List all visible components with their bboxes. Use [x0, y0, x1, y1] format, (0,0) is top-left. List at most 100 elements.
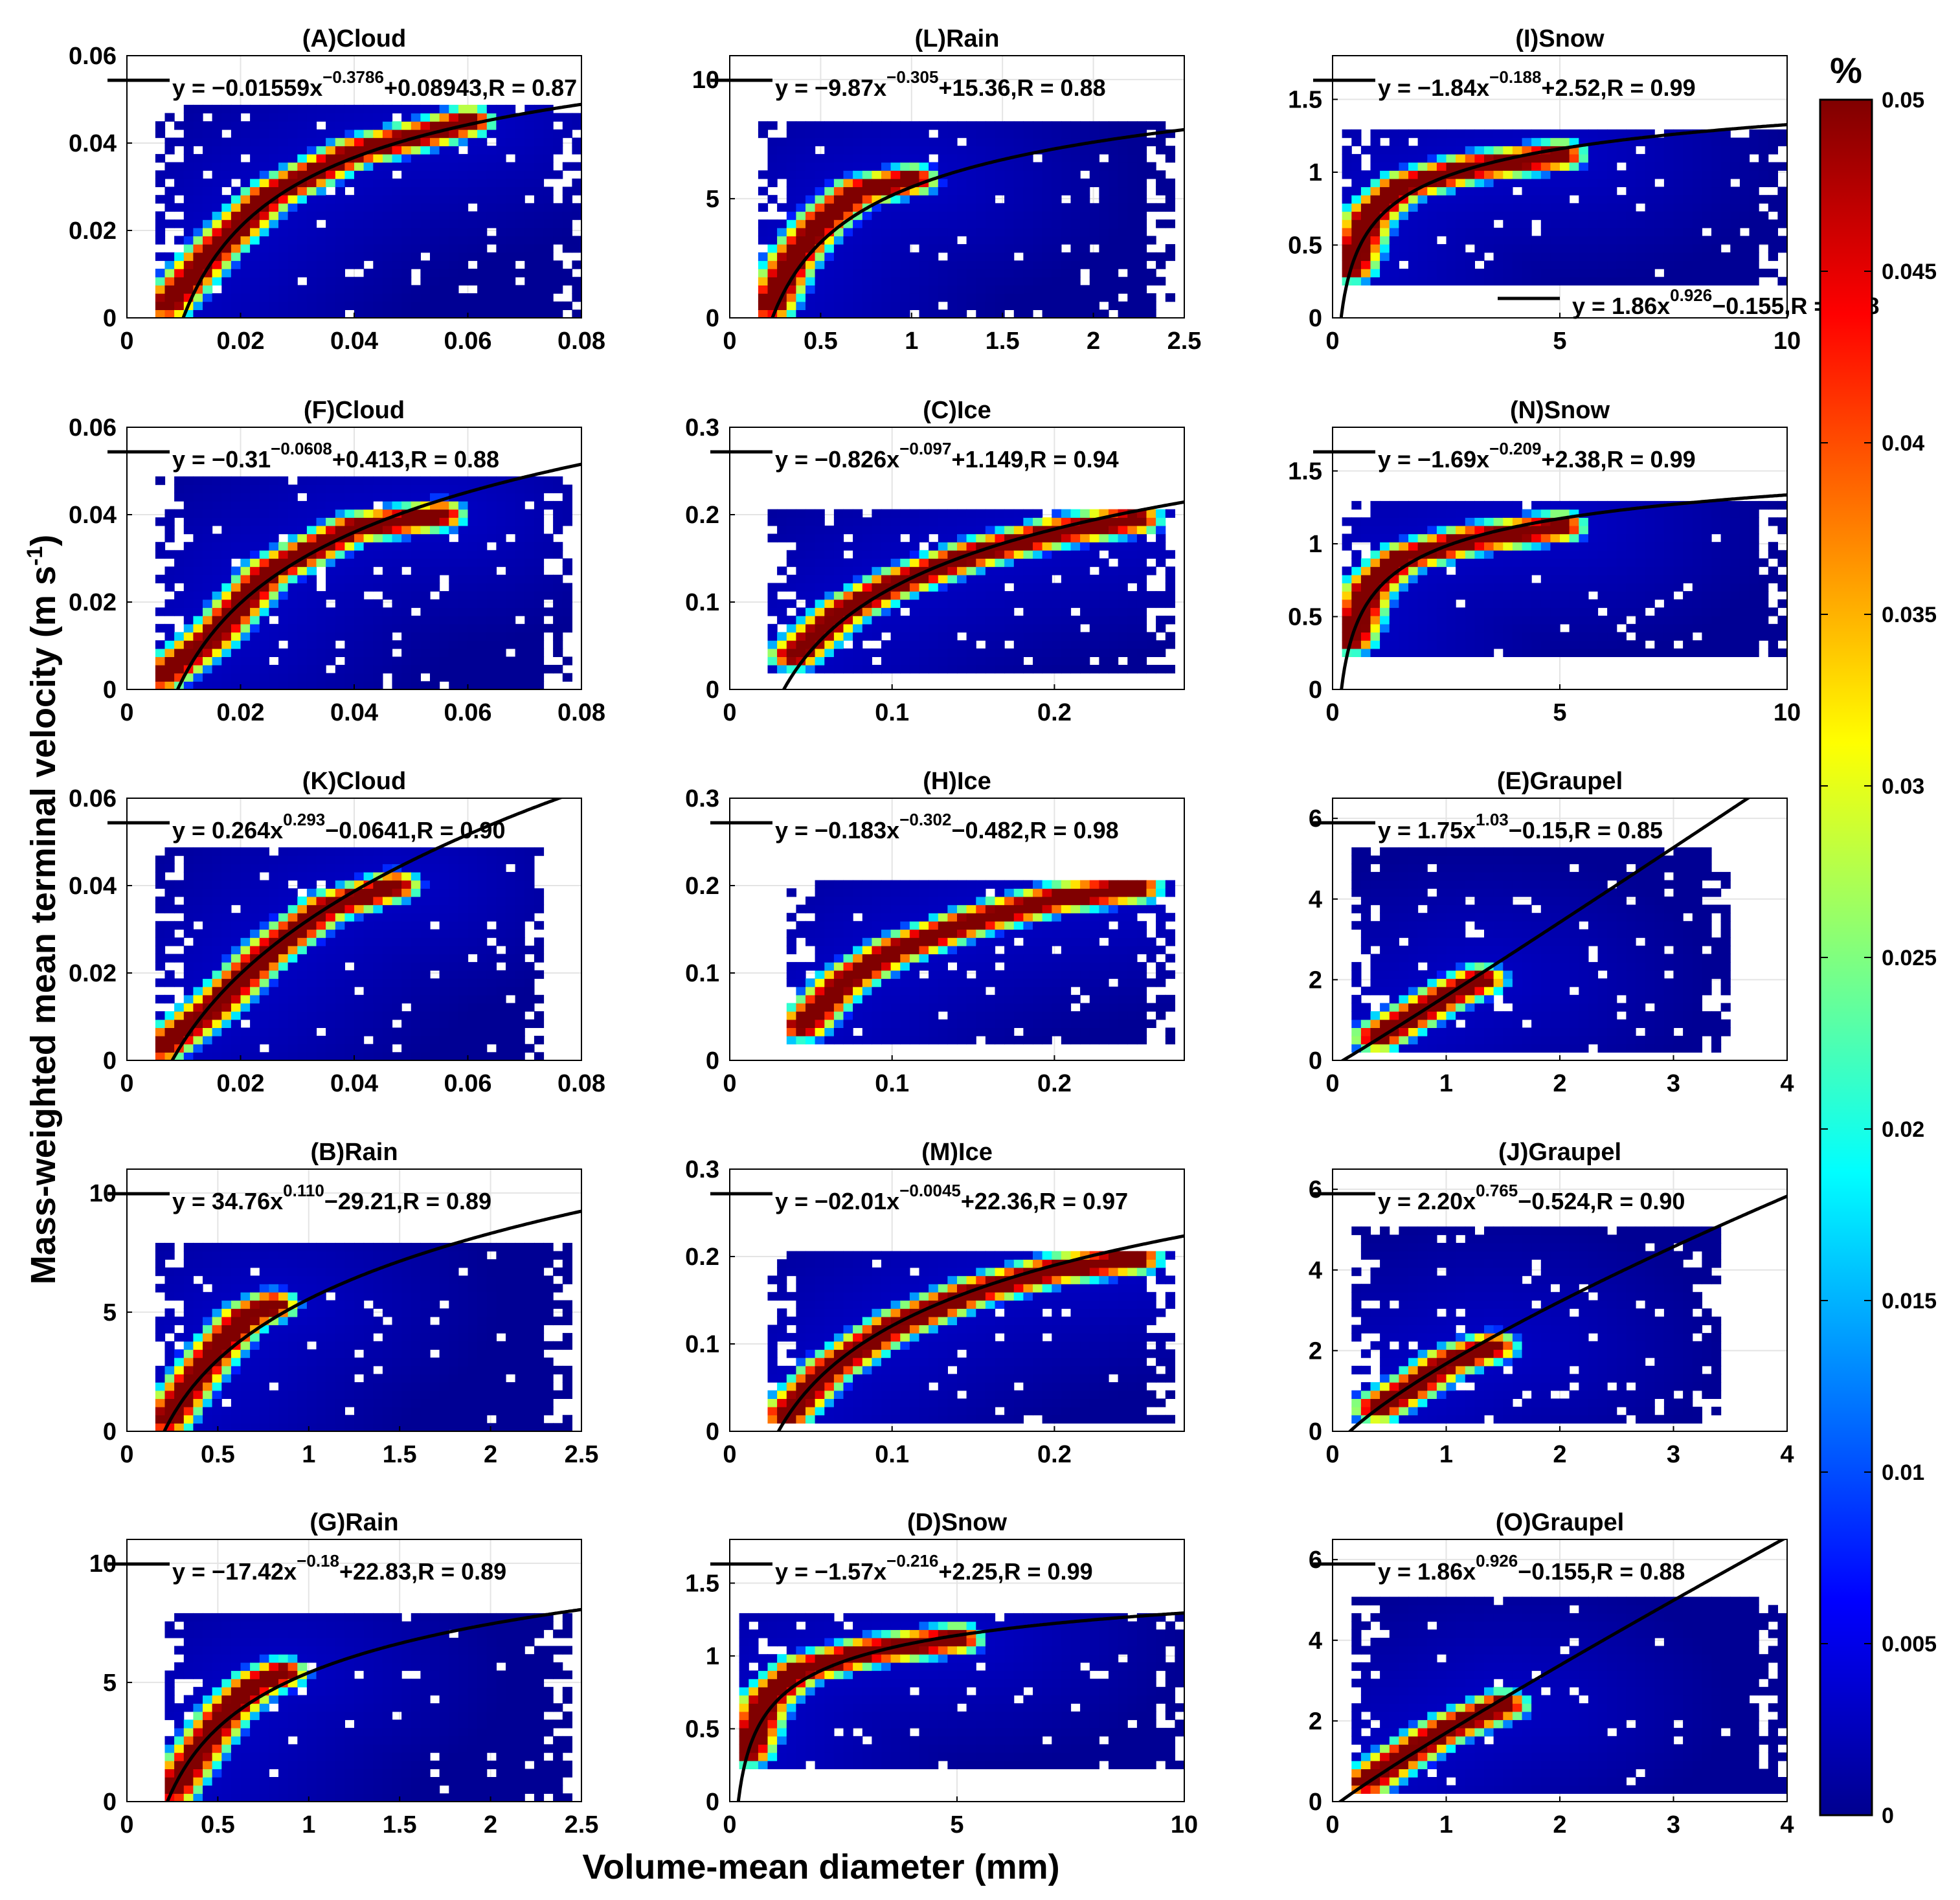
heatmap-cell	[164, 113, 175, 122]
heatmap-cell	[477, 970, 488, 979]
heatmap-cell	[193, 1341, 203, 1350]
heatmap-cell	[193, 219, 203, 229]
heatmap-cell	[193, 1695, 203, 1704]
heatmap-cell	[335, 1052, 345, 1061]
heatmap-cell	[326, 1769, 336, 1778]
heatmap-cell	[449, 1398, 459, 1407]
heatmap-cell	[259, 937, 269, 946]
heatmap-cell	[344, 500, 355, 510]
heatmap-cell	[221, 896, 232, 906]
heatmap-cell	[297, 1284, 308, 1293]
heatmap-cell	[259, 913, 269, 922]
heatmap-cell	[306, 276, 317, 285]
heatmap-cell	[477, 665, 488, 674]
heatmap-cell	[449, 129, 459, 139]
heatmap-cell	[467, 1662, 478, 1671]
heatmap-cell	[572, 236, 582, 245]
heatmap-cell	[392, 533, 402, 542]
heatmap-cell	[240, 476, 251, 486]
heatmap-cell	[420, 871, 431, 881]
heatmap-cell	[306, 978, 317, 987]
heatmap-cell	[467, 632, 478, 641]
heatmap-cell	[344, 121, 355, 130]
heatmap-cell	[524, 493, 535, 502]
heatmap-cell	[164, 1291, 175, 1301]
heatmap-cell	[259, 1414, 269, 1424]
heatmap-cell	[326, 121, 336, 130]
heatmap-cell	[430, 1324, 440, 1334]
heatmap-cell	[553, 591, 563, 600]
heatmap-cell	[354, 301, 365, 310]
heatmap-cell	[306, 994, 317, 1004]
heatmap-cell	[506, 673, 516, 682]
heatmap-cell	[382, 1679, 393, 1688]
heatmap-cell	[221, 921, 232, 930]
heatmap-cell	[203, 500, 213, 510]
heatmap-cell	[439, 1744, 449, 1753]
heatmap-cell	[392, 616, 402, 625]
heatmap-cell	[411, 1744, 421, 1753]
heatmap-cell	[534, 509, 545, 518]
heatmap-cell	[439, 987, 449, 996]
heatmap-cell	[212, 1637, 222, 1647]
heatmap-cell	[420, 542, 431, 551]
heatmap-cell	[467, 1275, 478, 1284]
heatmap-cell	[240, 1300, 251, 1309]
heatmap-cell	[231, 1654, 242, 1663]
heatmap-cell	[287, 583, 298, 592]
heatmap-cell	[344, 203, 355, 212]
heatmap-cell	[326, 1785, 336, 1794]
heatmap-cell	[430, 1044, 440, 1053]
heatmap-cell	[231, 1382, 242, 1391]
heatmap-cell	[212, 1019, 222, 1028]
heatmap-cell	[287, 1390, 298, 1399]
heatmap-cell	[439, 1390, 449, 1399]
heatmap-cell	[240, 665, 251, 674]
heatmap-cell	[430, 1275, 440, 1284]
heatmap-cell	[382, 1670, 393, 1679]
heatmap-cell	[269, 994, 279, 1004]
heatmap-cell	[411, 1374, 421, 1383]
heatmap-cell	[439, 1382, 449, 1391]
heatmap-cell	[306, 1686, 317, 1696]
heatmap-cell	[212, 276, 222, 285]
heatmap-cell	[250, 517, 260, 526]
heatmap-cell	[467, 665, 478, 674]
heatmap-cell	[373, 1284, 383, 1293]
heatmap-cell	[221, 476, 232, 486]
heatmap-cell	[193, 195, 203, 204]
heatmap-cell	[411, 945, 421, 955]
heatmap-cell	[183, 113, 194, 122]
heatmap-cell	[212, 1267, 222, 1277]
heatmap-cell	[335, 1349, 345, 1358]
heatmap-cell	[392, 227, 402, 237]
heatmap-cell	[477, 962, 488, 971]
heatmap-cell	[477, 276, 488, 285]
heatmap-cell	[562, 1242, 572, 1252]
heatmap-cell	[231, 623, 242, 633]
heatmap-cell	[306, 558, 317, 567]
heatmap-cell	[439, 970, 449, 979]
heatmap-cell	[496, 1407, 506, 1416]
heatmap-cell	[458, 1358, 469, 1367]
heatmap-cell	[486, 236, 497, 245]
heatmap-cell	[250, 500, 260, 510]
heatmap-cell	[392, 1621, 402, 1630]
heatmap-cell	[297, 1760, 308, 1769]
heatmap-cell	[486, 913, 497, 922]
heatmap-cell	[287, 1324, 298, 1334]
heatmap-cell	[259, 1621, 269, 1630]
heatmap-cell	[250, 904, 260, 913]
heatmap-cell	[259, 607, 269, 616]
heatmap-cell	[572, 260, 582, 269]
heatmap-cell	[240, 1036, 251, 1045]
heatmap-cell	[458, 1259, 469, 1268]
heatmap-cell	[524, 1044, 535, 1053]
heatmap-cell	[297, 1358, 308, 1367]
heatmap-cell	[524, 252, 535, 262]
heatmap-cell	[259, 484, 269, 493]
heatmap-cell	[458, 1744, 469, 1753]
heatmap-cell	[506, 623, 516, 633]
heatmap-cell	[231, 1019, 242, 1028]
